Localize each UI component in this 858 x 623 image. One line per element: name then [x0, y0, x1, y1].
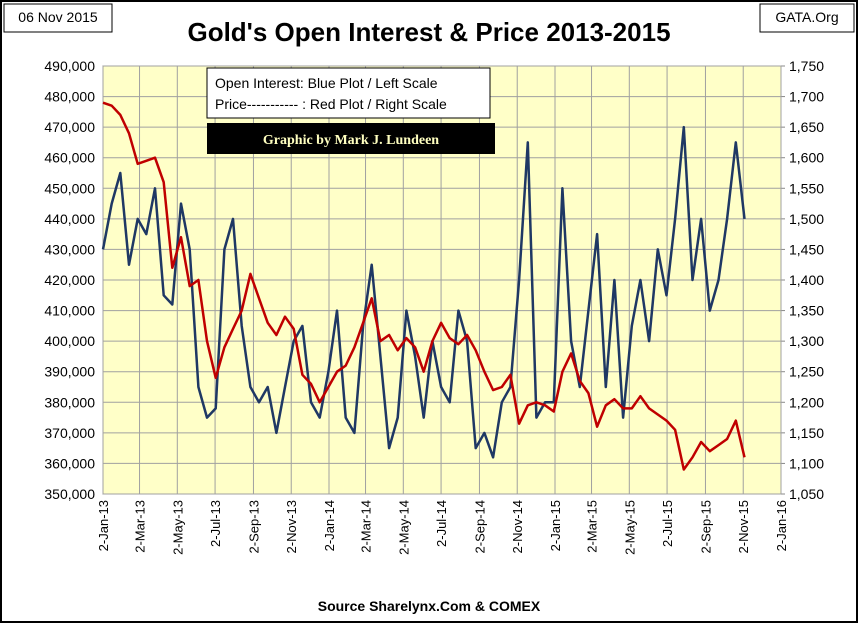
x-tick-label: 2-Nov-15: [736, 500, 751, 553]
x-tick-label: 2-May-15: [622, 500, 637, 555]
y2-tick-label: 1,500: [789, 211, 824, 227]
y-tick-label: 350,000: [44, 486, 95, 502]
y-tick-label: 390,000: [44, 364, 95, 380]
credit: Graphic by Mark J. Lundeen: [263, 133, 439, 148]
date-box: [3, 3, 113, 33]
source: Source Sharelynx.Com & COMEX: [318, 598, 541, 614]
y-tick-label: 400,000: [44, 333, 95, 349]
y-tick-label: 380,000: [44, 394, 95, 410]
y2-tick-label: 1,100: [789, 455, 824, 471]
y2-tick-label: 1,050: [789, 486, 824, 502]
x-tick-label: 2-Mar-14: [359, 500, 374, 553]
x-tick-label: 2-Jan-13: [96, 500, 111, 551]
x-tick-label: 2-Jul-14: [434, 500, 449, 547]
y2-tick-label: 1,700: [789, 89, 824, 105]
y-tick-label: 420,000: [44, 272, 95, 288]
y-tick-label: 410,000: [44, 303, 95, 319]
y-tick-label: 360,000: [44, 455, 95, 471]
y2-tick-label: 1,450: [789, 241, 824, 257]
series-line: [101, 125, 746, 459]
y-tick-label: 490,000: [44, 58, 95, 74]
y2-tick-label: 1,750: [789, 58, 824, 74]
y2-tick-label: 1,600: [789, 150, 824, 166]
x-tick-label: 2-Jul-15: [660, 500, 675, 547]
x-tick-label: 2-Jan-14: [322, 500, 337, 551]
y-tick-label: 440,000: [44, 211, 95, 227]
y2-tick-label: 1,200: [789, 394, 824, 410]
x-tick-label: 2-Sep-15: [698, 500, 713, 553]
x-tick-label: 2-Mar-15: [585, 500, 600, 553]
series-line: [102, 101, 746, 471]
legend-text: Price----------- : Red Plot / Right Scal…: [215, 96, 447, 112]
x-tick-label: 2-Nov-13: [284, 500, 299, 553]
chart-title: Gold's Open Interest & Price 2013-2015: [187, 17, 670, 47]
y-tick-label: 470,000: [44, 119, 95, 135]
x-tick-label: 2-May-14: [396, 500, 411, 555]
x-tick-label: 2-Jul-13: [208, 500, 223, 547]
x-tick-label: 2-Sep-13: [246, 500, 261, 553]
site-box: [759, 3, 855, 33]
x-tick-label: 2-Nov-14: [510, 500, 525, 553]
y-tick-label: 430,000: [44, 241, 95, 257]
y2-tick-label: 1,150: [789, 425, 824, 441]
x-tick-label: 2-Sep-14: [472, 500, 487, 553]
y-tick-label: 450,000: [44, 180, 95, 196]
y-tick-label: 460,000: [44, 150, 95, 166]
y2-tick-label: 1,350: [789, 303, 824, 319]
plot: 350,000 360,000 370,000 380,000 390,000 400,0…: [44, 58, 824, 555]
legend-box: [206, 67, 491, 119]
date-label: 06 Nov 2015: [18, 9, 98, 25]
y-tick-label: 480,000: [44, 89, 95, 105]
y2-tick-label: 1,250: [789, 364, 824, 380]
site-label: GATA.Org: [775, 9, 838, 25]
y2-tick-label: 1,300: [789, 333, 824, 349]
x-tick-label: 2-Jan-15: [548, 500, 563, 551]
legend-text: Open Interest: Blue Plot / Left Scale: [215, 75, 438, 91]
y2-tick-label: 1,550: [789, 180, 824, 196]
credit-box: [207, 123, 495, 154]
x-tick-label: 2-Mar-13: [133, 500, 148, 553]
x-tick-label: 2-May-13: [170, 500, 185, 555]
y2-tick-label: 1,400: [789, 272, 824, 288]
x-tick-label: 2-Jan-16: [774, 500, 789, 551]
y2-tick-label: 1,650: [789, 119, 824, 135]
y-tick-label: 370,000: [44, 425, 95, 441]
